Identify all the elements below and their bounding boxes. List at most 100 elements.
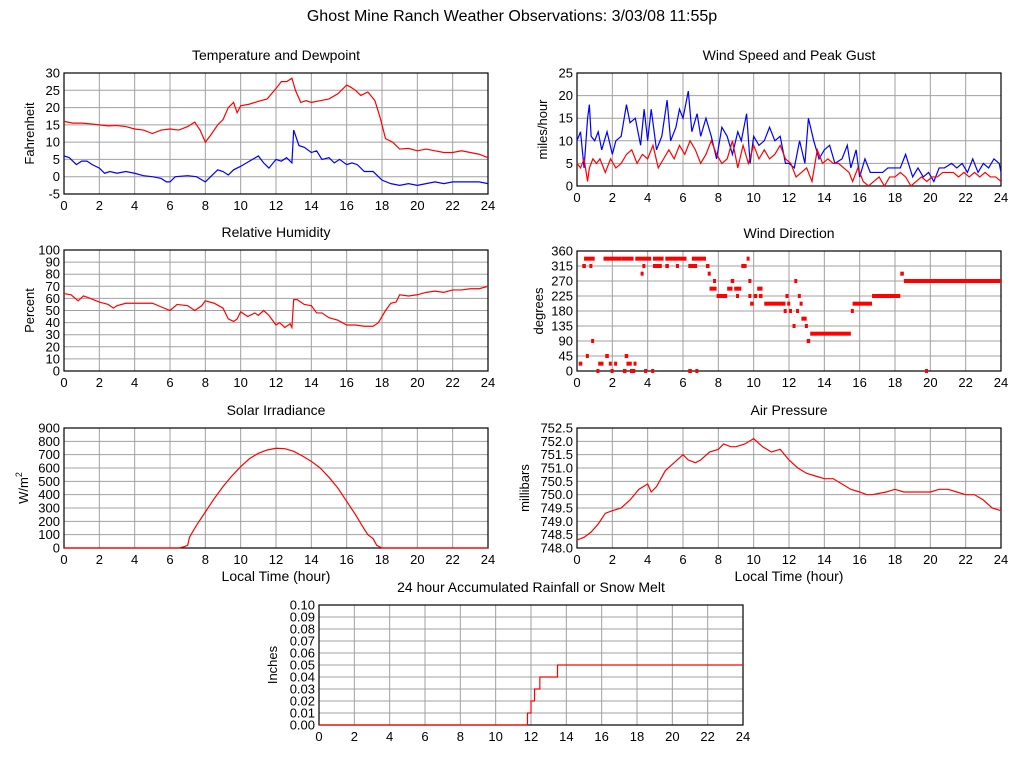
direction-point <box>705 264 710 268</box>
series-line-accumulated-precipitation <box>319 664 743 726</box>
direction-point <box>850 309 854 313</box>
x-tick-label: 18 <box>888 552 902 567</box>
direction-point <box>764 301 786 306</box>
y-tick-label: 800 <box>38 434 60 449</box>
direction-point <box>797 294 801 298</box>
x-tick-label: 0 <box>60 198 67 213</box>
y-tick-label: 400 <box>38 487 60 502</box>
x-tick-label: 16 <box>852 190 866 205</box>
direction-point <box>734 286 742 291</box>
y-tick-label: 20 <box>559 88 573 103</box>
x-tick-label: 16 <box>339 198 353 213</box>
chart-title: Solar Irradiance <box>227 402 326 418</box>
y-tick-label: 0.02 <box>290 694 315 709</box>
y-tick-label: 5 <box>566 156 573 171</box>
direction-point <box>603 256 622 261</box>
direction-point <box>713 279 717 283</box>
series-line-relative-humidity <box>63 285 489 330</box>
y-tick-label: 40 <box>46 315 60 330</box>
direction-point <box>652 256 664 261</box>
direction-point <box>585 354 589 358</box>
y-tick-label: 0.06 <box>290 646 315 661</box>
y-tick-label: 0.10 <box>290 598 315 613</box>
direction-point <box>783 309 787 313</box>
x-tick-label: 18 <box>888 190 902 205</box>
y-tick-label: 315 <box>551 259 573 274</box>
direction-point <box>642 264 646 268</box>
x-tick-label: 22 <box>700 729 714 744</box>
y-tick-label: 0 <box>53 541 60 556</box>
y-tick-label: 20 <box>46 100 60 115</box>
y-tick-label: 200 <box>38 514 60 529</box>
y-tick-label: 0.09 <box>290 610 315 625</box>
x-tick-label: 14 <box>817 190 831 205</box>
x-tick-label: 14 <box>817 552 831 567</box>
y-tick-label: 80 <box>46 267 60 282</box>
x-tick-label: 12 <box>269 198 283 213</box>
y-tick-label: 0.05 <box>290 658 315 673</box>
direction-point <box>589 264 593 268</box>
direction-point <box>748 279 752 283</box>
chart-title: Temperature and Dewpoint <box>192 47 360 63</box>
x-tick-label: 18 <box>375 198 389 213</box>
y-tick-label: 750.0 <box>540 487 573 502</box>
y-axis-label: miles/hour <box>535 99 550 160</box>
x-tick-label: 6 <box>679 375 686 390</box>
direction-point <box>665 264 669 268</box>
series-line-peak-gust <box>576 90 1002 183</box>
y-tick-label: 0.04 <box>290 670 315 685</box>
x-tick-label: 4 <box>644 375 651 390</box>
chart-title: Relative Humidity <box>222 224 331 240</box>
direction-point <box>582 264 586 268</box>
x-tick-label: 0 <box>573 552 580 567</box>
x-tick-label: 10 <box>233 375 247 390</box>
plot-frame <box>63 72 489 195</box>
y-tick-label: 30 <box>46 327 60 342</box>
direction-point <box>630 369 636 373</box>
x-tick-label: 8 <box>457 729 464 744</box>
direction-point <box>707 271 711 276</box>
y-tick-label: 749.0 <box>540 514 573 529</box>
x-tick-label: 6 <box>166 375 173 390</box>
x-tick-label: 22 <box>445 552 459 567</box>
direction-point <box>900 271 904 276</box>
y-tick-label: 748.5 <box>540 527 573 542</box>
x-tick-label: 6 <box>421 729 428 744</box>
x-tick-label: 0 <box>315 729 322 744</box>
y-tick-label: 225 <box>551 289 573 304</box>
y-tick-label: 90 <box>46 255 60 270</box>
direction-point <box>614 361 618 366</box>
x-tick-label: 14 <box>559 729 573 744</box>
x-tick-label: 20 <box>923 552 937 567</box>
plot-frame <box>576 427 1002 549</box>
chart-rainfall: 24 hour Accumulated Rainfall or Snow Mel… <box>265 579 750 744</box>
x-tick-label: 2 <box>609 375 616 390</box>
x-tick-label: 14 <box>304 552 318 567</box>
direction-point <box>640 271 644 276</box>
x-tick-label: 24 <box>994 190 1008 205</box>
y-tick-label: 500 <box>38 474 60 489</box>
x-tick-label: 12 <box>269 375 283 390</box>
direction-point <box>741 264 747 268</box>
x-tick-label: 4 <box>644 552 651 567</box>
direction-point <box>785 294 789 298</box>
x-tick-label: 22 <box>958 190 972 205</box>
x-tick-label: 24 <box>994 375 1008 390</box>
y-tick-label: 25 <box>559 66 573 81</box>
x-tick-label: 10 <box>488 729 502 744</box>
y-tick-label: 10 <box>559 133 573 148</box>
x-tick-label: 20 <box>923 375 937 390</box>
x-tick-label: 20 <box>410 375 424 390</box>
chart-title: Wind Speed and Peak Gust <box>703 47 876 63</box>
x-tick-label: 24 <box>481 375 495 390</box>
direction-point <box>730 279 735 283</box>
direction-point <box>709 286 717 291</box>
x-tick-label: 2 <box>96 375 103 390</box>
direction-point <box>925 369 929 373</box>
direction-point <box>675 264 679 268</box>
direction-point <box>794 279 798 283</box>
